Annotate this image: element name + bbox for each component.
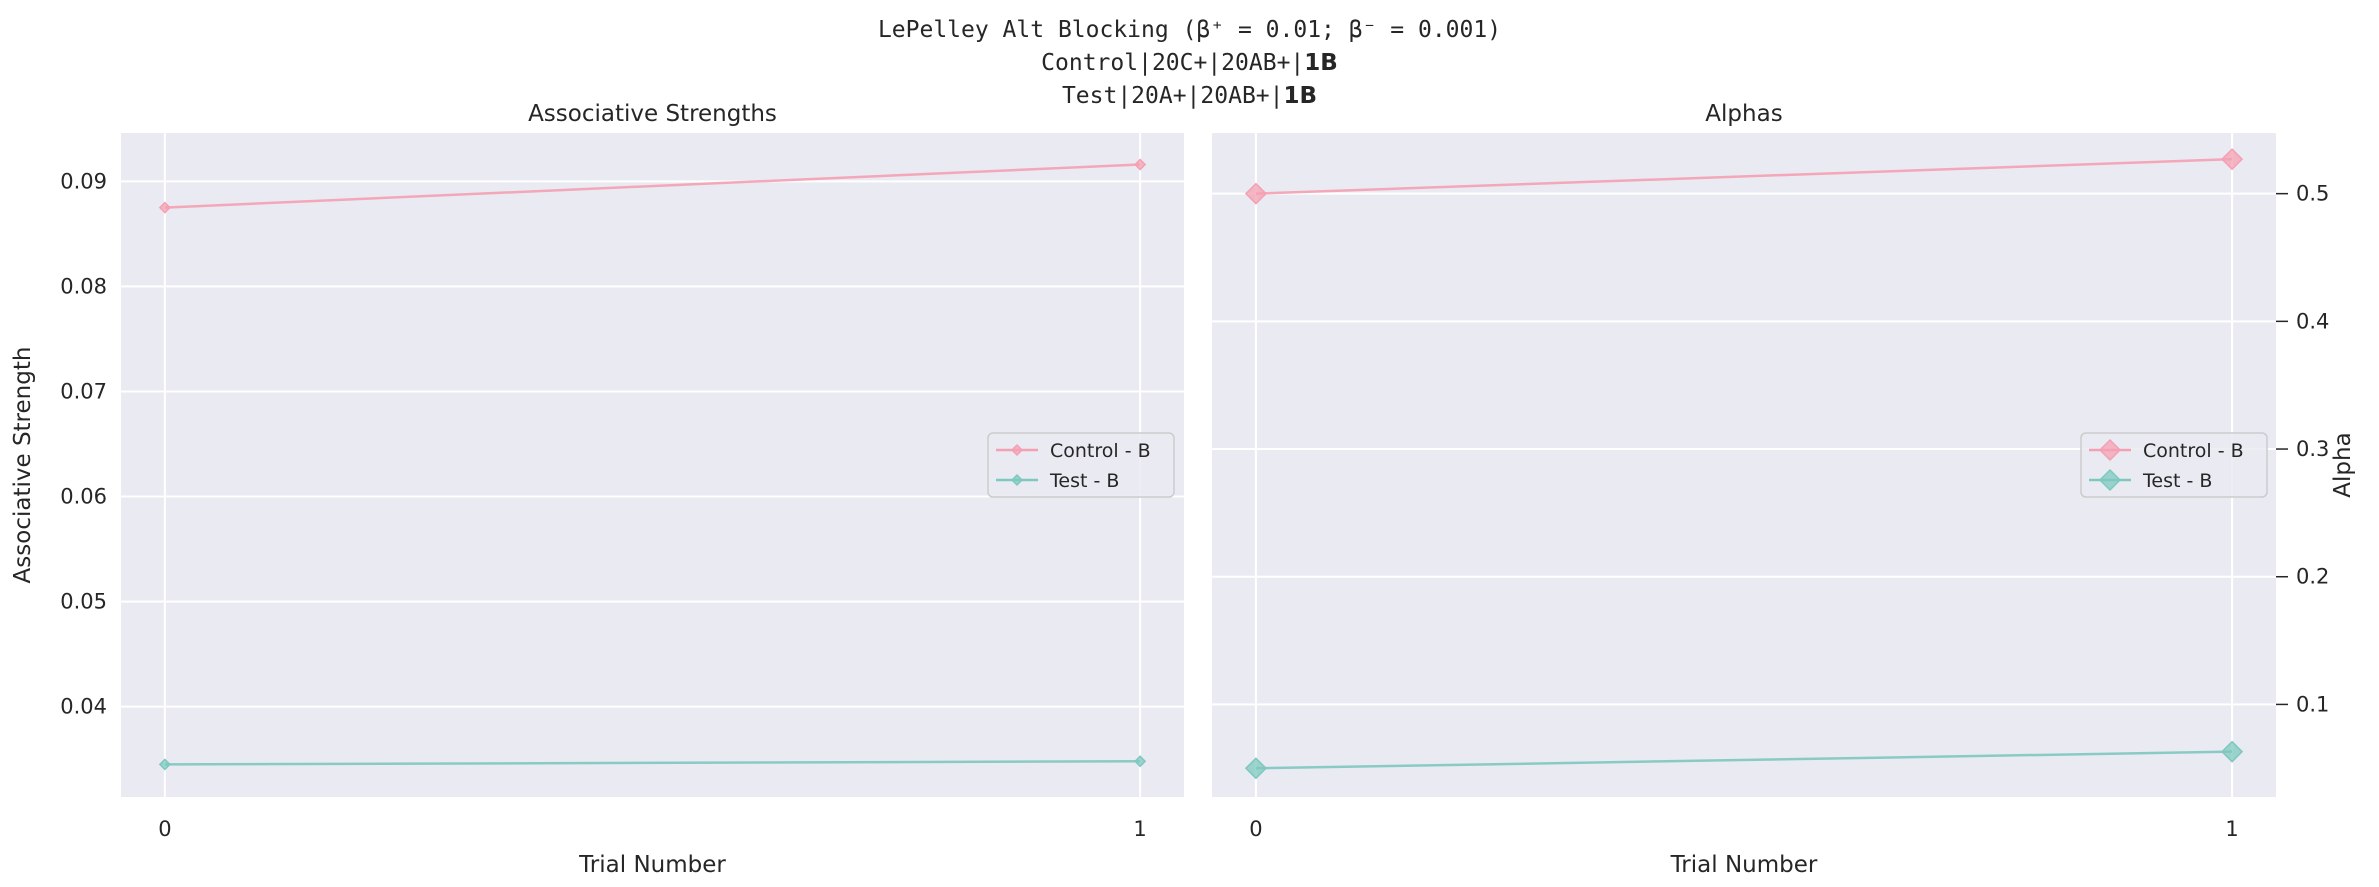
series-line xyxy=(1255,750,2233,770)
legend: Control - B Test - B xyxy=(2080,432,2268,498)
legend-label: Control - B xyxy=(2143,440,2244,462)
alphas-panel: 0.1 0.2 0.3 0.4 0.5 0 1 Alphas Trial Number Alpha… xyxy=(1212,101,2356,878)
y-tick-label: 0.07 xyxy=(60,379,107,403)
title-line-3: Test|20A+|20AB+|1B xyxy=(0,80,2379,113)
y-tick-label: 0.04 xyxy=(60,695,107,719)
series-line xyxy=(164,163,1141,209)
y-tick-label: 0.05 xyxy=(60,590,107,614)
data-point xyxy=(1244,757,1267,780)
title-line-3-bold: 1B xyxy=(1283,83,1318,109)
legend: Control - B Test - B xyxy=(987,432,1175,498)
legend-marker xyxy=(2098,468,2122,492)
legend-marker xyxy=(2098,438,2122,462)
associative-strengths-panel: 0.04 0.05 0.06 0.07 0.08 0.09 0 1 Associative St… xyxy=(10,101,1184,878)
y-tick-label: 0.06 xyxy=(60,485,107,509)
title-line-3-text: Test|20A+|20AB+| xyxy=(1061,83,1284,109)
x-tick-label: 0 xyxy=(1249,817,1262,841)
y-tick-label: 0.08 xyxy=(60,274,107,298)
y-tick-label: 0.2 xyxy=(2296,565,2329,589)
data-point xyxy=(158,201,171,214)
panel-title: Associative Strengths xyxy=(528,101,777,127)
y-tick-label: 0.4 xyxy=(2296,309,2329,333)
data-point xyxy=(158,758,171,771)
legend-marker xyxy=(1010,473,1024,487)
data-point xyxy=(1134,755,1147,768)
data-point xyxy=(2221,148,2244,171)
y-tick-label: 0.3 xyxy=(2296,437,2329,461)
y-tick-label: 0.09 xyxy=(60,169,107,193)
legend-label: Test - B xyxy=(1049,470,1119,492)
x-tick-label: 1 xyxy=(1133,817,1146,841)
legend-label: Control - B xyxy=(1050,440,1151,462)
y-tick-label: 0.1 xyxy=(2296,692,2329,716)
x-axis-label: Trial Number xyxy=(578,852,726,878)
y-axis-label: Associative Strength xyxy=(10,347,36,584)
y-tick-label: 0.5 xyxy=(2296,182,2329,206)
title-line-2-text: Control|20C+|20AB+| xyxy=(1041,50,1305,76)
x-tick-label: 0 xyxy=(158,817,171,841)
title-line-1: LePelley Alt Blocking (β⁺ = 0.01; β⁻ = 0… xyxy=(877,17,1502,43)
data-point xyxy=(1244,182,1267,205)
figure-title: LePelley Alt Blocking (β⁺ = 0.01; β⁻ = 0… xyxy=(0,14,2379,113)
title-line-2-bold: 1B xyxy=(1304,50,1338,76)
legend-marker xyxy=(1010,443,1024,457)
legend-label: Test - B xyxy=(2142,470,2212,492)
series-line xyxy=(1255,157,2233,195)
x-tick-label: 1 xyxy=(2225,817,2238,841)
title-line-2: Control|20C+|20AB+|1B xyxy=(0,47,2379,80)
y-axis-label: Alpha xyxy=(2330,432,2356,497)
x-axis-label: Trial Number xyxy=(1670,852,1818,878)
data-point xyxy=(1134,158,1147,171)
series-line xyxy=(164,760,1141,766)
panel-title: Alphas xyxy=(1705,101,1782,127)
data-point xyxy=(2221,740,2244,763)
